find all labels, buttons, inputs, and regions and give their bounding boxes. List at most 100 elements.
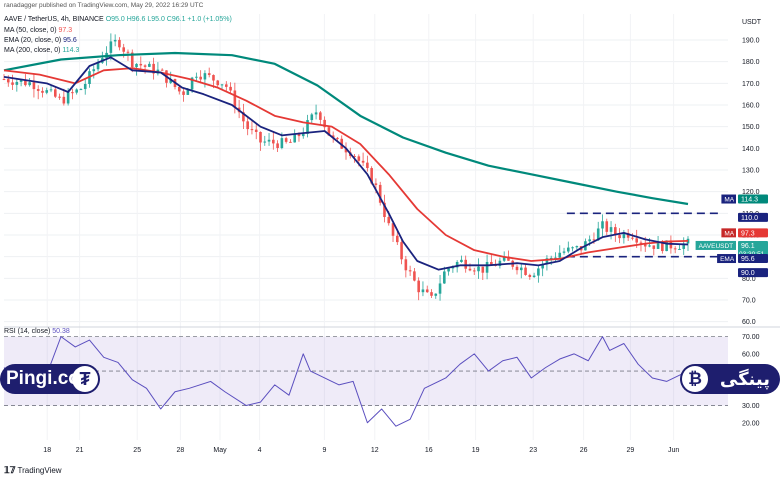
candle-body	[614, 227, 617, 236]
legend-rsi[interactable]: RSI (14, close) 50.38	[4, 328, 70, 335]
candle-body	[477, 266, 480, 272]
candle-body	[588, 239, 591, 242]
candle-body	[498, 260, 502, 266]
legend-ma50[interactable]: MA (50, close, 0) 97.3	[4, 27, 72, 34]
candle-body	[276, 143, 279, 148]
price-tag-value: 110.0	[741, 215, 758, 222]
candle-body	[259, 131, 262, 143]
candle-body	[28, 82, 31, 86]
price-tick-label: 70.0	[742, 298, 756, 305]
price-tag-label: AAVEUSDT	[699, 243, 734, 250]
candle-body	[622, 232, 626, 239]
price-tick-label: 160.0	[742, 103, 760, 110]
candle-body	[331, 135, 335, 138]
price-tick-label: 170.0	[742, 81, 760, 88]
candle-body	[417, 280, 420, 293]
candle-body	[515, 266, 519, 271]
candle-body	[182, 91, 185, 95]
price-tag-value: 96.1	[741, 243, 755, 250]
time-axis[interactable]: 18 21 25 28 May 4 9 12 16 19 23 26 29 Jun	[43, 447, 679, 454]
price-axis[interactable]: USDT60.070.080.090.0100.0110.0120.0130.0…	[742, 19, 762, 326]
candle-body	[609, 227, 613, 232]
candle-body	[361, 160, 365, 163]
price-tag-box	[738, 212, 768, 222]
pingi-persian-text: پینگی	[719, 368, 770, 390]
candle-body	[626, 232, 630, 238]
candle-body	[190, 77, 194, 90]
price-tag-box	[738, 240, 768, 258]
rsi-tick-label: 70.00	[742, 334, 760, 341]
candle-body	[327, 127, 331, 136]
candle-body	[263, 141, 267, 143]
candle-body	[455, 261, 459, 268]
candle-body	[186, 89, 190, 95]
candle-body	[567, 247, 570, 252]
candle-body	[293, 133, 296, 143]
candle-body	[481, 266, 485, 273]
candle-body	[49, 89, 53, 91]
candle-body	[177, 87, 181, 92]
candle-body	[139, 63, 143, 66]
rsi-value: 50.38	[52, 328, 70, 335]
candle-body	[92, 69, 96, 72]
candlestick-series	[2, 33, 690, 301]
publisher-line: ranadagger published on TradingView.com,…	[4, 2, 204, 9]
price-tag-box	[738, 254, 768, 264]
candle-body	[45, 90, 49, 93]
price-tick-label: 140.0	[742, 146, 760, 153]
time-tick-label: 29	[627, 447, 635, 454]
candle-body	[109, 41, 113, 53]
candle-body	[113, 39, 117, 42]
candle-body	[289, 141, 292, 143]
grid-lines	[4, 14, 780, 440]
candle-body	[464, 259, 467, 269]
candle-body	[272, 139, 275, 144]
rsi-label: RSI (14, close)	[4, 328, 51, 335]
ma50-label: MA (50, close, 0)	[4, 27, 57, 34]
candle-body	[596, 228, 600, 241]
candle-body	[532, 275, 536, 277]
candle-body	[490, 261, 493, 265]
price-tag-label-box	[721, 228, 736, 238]
candle-body	[130, 52, 134, 68]
candle-body	[425, 289, 429, 293]
candle-body	[562, 251, 566, 253]
candle-body	[404, 259, 408, 271]
candle-body	[528, 274, 532, 277]
time-tick-label: 25	[133, 447, 141, 454]
candle-body	[2, 79, 6, 80]
candle-body	[83, 83, 87, 90]
ma50-line	[3, 67, 689, 262]
legend-ma200[interactable]: MA (200, close, 0) 114.3	[4, 47, 79, 54]
rsi-tick-label: 20.00	[742, 420, 760, 427]
candle-body	[413, 271, 416, 281]
candle-body	[541, 264, 544, 269]
candle-body	[216, 80, 220, 86]
candle-body	[545, 258, 549, 265]
price-tag-value: 114.3	[741, 197, 758, 204]
price-tag-value: 97.3	[741, 230, 755, 237]
candle-body	[639, 242, 643, 244]
candle-body	[32, 82, 36, 90]
candle-body	[601, 221, 604, 229]
ema20-line	[3, 56, 689, 271]
price-tag-value: 95.6	[741, 256, 755, 263]
candle-body	[19, 79, 23, 82]
symbol-info: AAVE / TetherUS, 4h, BINANCE O95.0 H96.6…	[4, 16, 232, 23]
price-tag-label-box	[721, 194, 736, 204]
price-tag-box	[738, 194, 768, 204]
price-tag-label-box	[695, 240, 736, 250]
legend-ema20[interactable]: EMA (20, close, 0) 95.6	[4, 37, 77, 44]
candle-body	[71, 92, 74, 94]
rsi-line	[3, 336, 689, 427]
currency-label: USDT	[742, 19, 762, 26]
candle-body	[24, 79, 27, 86]
candle-body	[485, 261, 489, 273]
candle-body	[357, 156, 361, 161]
price-tick-label: 80.0	[742, 276, 756, 283]
candle-body	[297, 133, 301, 137]
candle-body	[665, 240, 668, 252]
tradingview-logo[interactable]: 𝟙𝟟 TradingView	[4, 465, 62, 476]
time-tick-label: 12	[371, 447, 379, 454]
